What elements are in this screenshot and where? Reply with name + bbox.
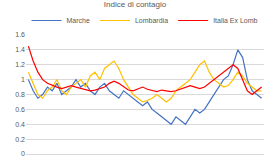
svg-text:Italia Ex Lomb: Italia Ex Lomb xyxy=(213,17,257,24)
svg-text:Lombardia: Lombardia xyxy=(135,17,168,24)
svg-text:1.4: 1.4 xyxy=(15,46,25,53)
svg-text:0.4: 0.4 xyxy=(15,121,25,128)
svg-text:0: 0 xyxy=(21,150,25,157)
svg-text:0.8: 0.8 xyxy=(15,91,25,98)
svg-text:Indice di contagio: Indice di contagio xyxy=(104,0,167,9)
svg-text:0.2: 0.2 xyxy=(15,136,25,143)
svg-text:1.6: 1.6 xyxy=(15,31,25,38)
svg-text:1.2: 1.2 xyxy=(15,61,25,68)
svg-text:Marche: Marche xyxy=(67,17,90,24)
svg-text:0.6: 0.6 xyxy=(15,106,25,113)
svg-text:1: 1 xyxy=(21,76,25,83)
